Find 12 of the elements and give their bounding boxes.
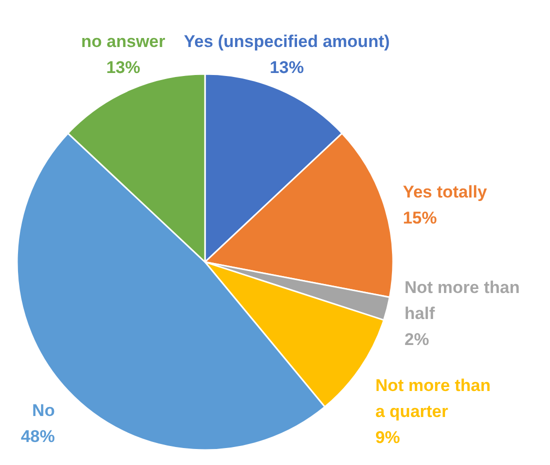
data-label: 13% [106, 58, 140, 77]
data-label: 48% [20, 427, 55, 446]
slice-label: Not more than half [404, 278, 520, 324]
data-label: 13% [270, 58, 304, 77]
slice-label: No [32, 401, 55, 420]
data-label: 2% [404, 330, 430, 350]
slice-label: Yes totally [402, 182, 488, 202]
slice-label: Yes (unspecified amount) [184, 32, 390, 51]
slice-label: no answer [81, 32, 166, 51]
slice-label: Not more than a quarter [375, 376, 491, 421]
data-label: 15% [402, 208, 437, 228]
data-label: 9% [375, 428, 400, 447]
